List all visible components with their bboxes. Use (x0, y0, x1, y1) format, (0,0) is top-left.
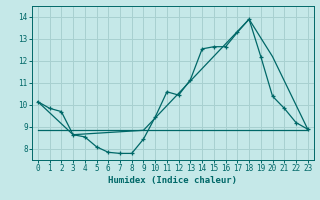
X-axis label: Humidex (Indice chaleur): Humidex (Indice chaleur) (108, 176, 237, 185)
